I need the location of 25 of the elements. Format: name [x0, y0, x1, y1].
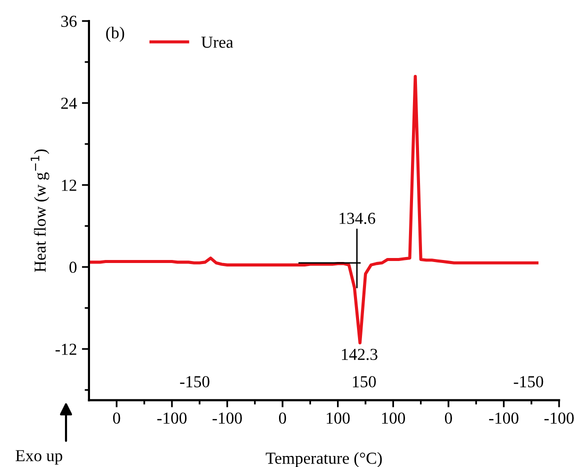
- annotation: 142.3: [342, 348, 378, 360]
- x-axis-title: Temperature (°C): [266, 452, 382, 467]
- x-tick-label: 100: [382, 412, 406, 424]
- annotation: 150: [352, 376, 376, 388]
- annotation: (b): [106, 26, 124, 42]
- y-tick-label: -12: [56, 344, 76, 355]
- x-tick-label: 0: [279, 412, 286, 424]
- y-tick-label: 0: [69, 262, 77, 273]
- x-tick-label: -100: [157, 412, 187, 424]
- x-tick-label: 100: [326, 412, 350, 424]
- annotation: -150: [180, 376, 210, 388]
- x-tick-label: 0: [444, 412, 452, 424]
- x-tick-label: -100: [489, 412, 518, 424]
- legend-label: Urea: [201, 36, 234, 48]
- text: Exo up: [16, 450, 62, 465]
- line-series: [88, 74, 538, 344]
- y-tick-label: 24: [61, 98, 77, 109]
- annotation: -150: [514, 376, 544, 388]
- x-tick-label: -100: [544, 412, 574, 424]
- y-tick-label: 12: [62, 180, 76, 191]
- annotation: 134.6: [340, 212, 376, 224]
- y-axis-title: Heat flow (w g$^{−1}$): [30, 149, 50, 272]
- y-tick-label: 36: [61, 16, 77, 27]
- x-tick-label: 0: [113, 412, 120, 424]
- x-tick-label: -100: [212, 412, 242, 424]
